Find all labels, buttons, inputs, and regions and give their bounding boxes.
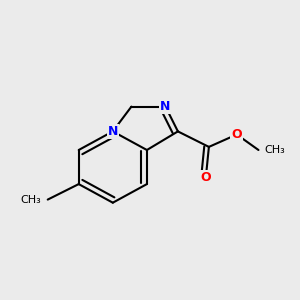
Text: N: N bbox=[160, 100, 171, 113]
Text: CH₃: CH₃ bbox=[21, 195, 41, 205]
Text: O: O bbox=[232, 128, 242, 141]
Text: N: N bbox=[108, 125, 118, 138]
Text: O: O bbox=[200, 171, 211, 184]
Text: CH₃: CH₃ bbox=[265, 145, 285, 155]
